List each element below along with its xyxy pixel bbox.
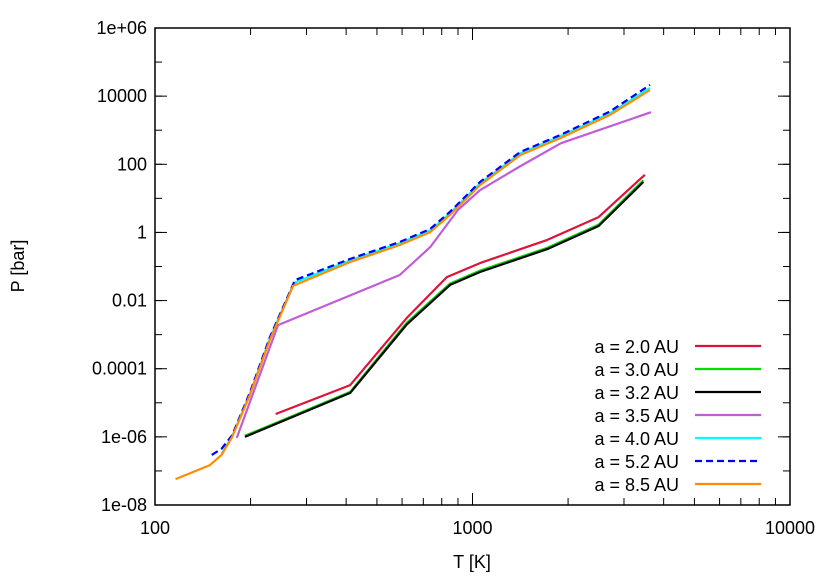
y-tick-label: 100: [117, 154, 147, 174]
plot-frame: [154, 27, 791, 506]
y-tick-label: 1e-06: [101, 427, 147, 447]
legend-label: a = 3.0 AU: [594, 360, 679, 380]
legend: a = 2.0 AU a = 3.0 AU a = 3.2 AU a = 3.5 AU…: [594, 337, 761, 495]
y-tick-label: 0.0001: [92, 359, 147, 379]
series-line-7: [175, 89, 651, 481]
legend-label: a = 4.0 AU: [594, 429, 679, 449]
tick-labels: 1e-08 1e-06 0.0001 0.01 1 100 10000 1e+06 100 100…: [92, 18, 815, 538]
x-tick-label: 1000: [452, 518, 492, 538]
series-line-4: [235, 111, 652, 439]
legend-label: a = 3.5 AU: [594, 406, 679, 426]
x-tick-label: 100: [140, 518, 170, 538]
y-tick-label: 1: [137, 222, 147, 242]
y-tick-label: 0.01: [112, 291, 147, 311]
legend-label: a = 8.5 AU: [594, 475, 679, 495]
series-group: [175, 83, 652, 481]
x-tick-label: 10000: [765, 518, 815, 538]
legend-label: a = 3.2 AU: [594, 383, 679, 403]
y-tick-label: 10000: [97, 86, 147, 106]
series-line-1: [275, 173, 646, 416]
series-line-3: [244, 181, 645, 438]
series-line-6: [211, 83, 651, 456]
x-axis-title: T [K]: [453, 552, 491, 572]
y-tick-label: 1e+06: [96, 18, 147, 38]
legend-label: a = 5.2 AU: [594, 452, 679, 472]
series-line-5: [220, 87, 651, 455]
y-tick-label: 1e-08: [101, 495, 147, 515]
legend-label: a = 2.0 AU: [594, 337, 679, 357]
y-axis-title: P [bar]: [8, 240, 28, 293]
